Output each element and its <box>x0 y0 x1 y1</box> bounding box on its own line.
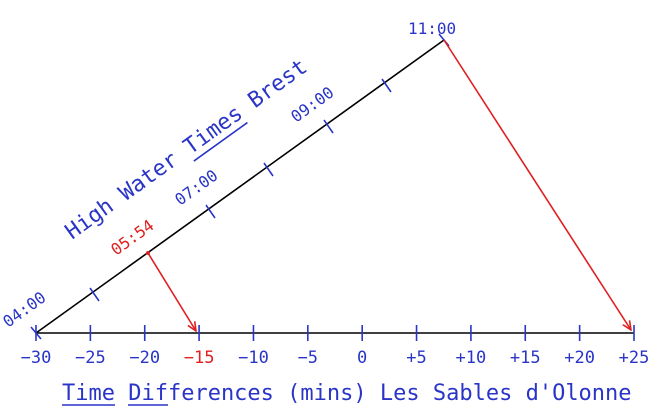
axis-ticks: −30 −25 −20 −15 −10 −5 0 +5 +10 +15 +20 +25 <box>21 325 650 368</box>
point <box>146 251 150 255</box>
axis-tick-label: +15 <box>510 348 541 368</box>
time-label: 07:00 <box>171 166 221 210</box>
time-label: 09:00 <box>287 83 337 127</box>
title-group: High Water Times Brest <box>61 55 312 245</box>
axis-tick-label: −30 <box>21 348 52 368</box>
axis-tick-label: +10 <box>456 348 487 368</box>
arrow <box>443 39 631 330</box>
axis-tick-label: +5 <box>406 348 426 368</box>
time-label: 04:00 <box>0 288 49 332</box>
time-line <box>35 39 445 334</box>
axis-tick-label: 0 <box>357 348 367 368</box>
arrow <box>147 252 196 331</box>
axis-tick-label: +25 <box>619 348 650 368</box>
axis-tick-label: −5 <box>298 348 318 368</box>
axis-tick-label: +20 <box>564 348 595 368</box>
axis-tick-label: −15 <box>184 348 215 368</box>
axis-tick-label: −10 <box>238 348 269 368</box>
time-ticks <box>30 33 450 340</box>
title: High Water Times Brest <box>61 55 312 245</box>
axis-title: Time Differences (mins) Les Sables d'Olo… <box>62 381 632 406</box>
time-label: 11:00 <box>408 19 456 38</box>
axis-tick-label: −20 <box>129 348 160 368</box>
axis-tick-label: −25 <box>75 348 106 368</box>
line-labels: 04:00 05:54 07:00 09:00 11:00 <box>0 19 456 331</box>
underline <box>193 121 248 162</box>
